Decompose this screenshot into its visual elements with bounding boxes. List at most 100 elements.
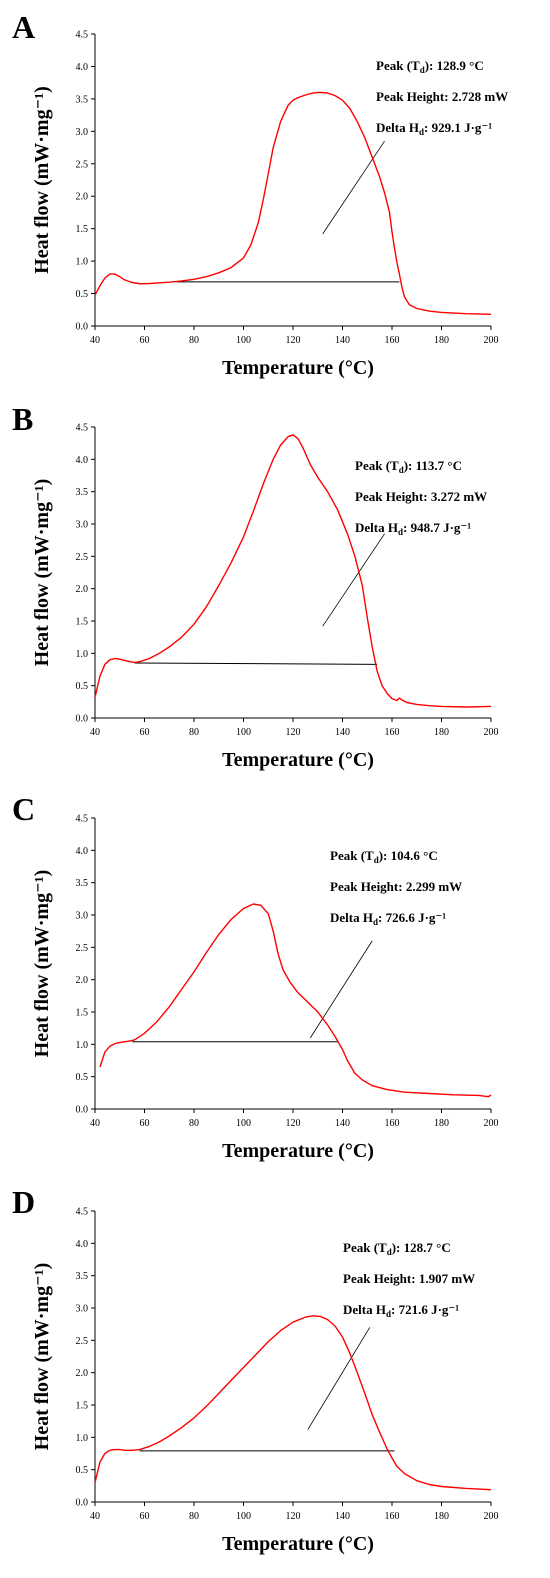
x-tick-label: 140 bbox=[335, 1118, 350, 1129]
heat-flow-curve bbox=[94, 434, 492, 708]
y-tick-label: 1.0 bbox=[76, 1433, 89, 1444]
annotation-leader-line bbox=[322, 533, 385, 627]
annotation-peak-height: Peak Height: 1.907 mW bbox=[343, 1271, 475, 1286]
y-tick-label: 3.5 bbox=[76, 487, 89, 498]
y-tick-label: 0.5 bbox=[76, 681, 89, 692]
peak-subscript: d bbox=[374, 855, 379, 865]
peak-value: ): 128.9 °C bbox=[425, 58, 484, 73]
y-axis-label: Heat flow (mW·mg⁻¹) bbox=[31, 479, 53, 667]
peak-value: ): 113.7 °C bbox=[404, 458, 462, 473]
heat-flow-curve bbox=[94, 1315, 492, 1491]
y-tick-label: 1.5 bbox=[76, 617, 89, 628]
x-tick-label: 100 bbox=[236, 1511, 251, 1522]
y-tick-label: 1.0 bbox=[76, 257, 89, 268]
y-tick-label: 3.5 bbox=[76, 878, 89, 889]
y-tick-label: 2.5 bbox=[76, 1336, 89, 1347]
x-tick-label: 140 bbox=[335, 727, 350, 738]
x-tick-label: 160 bbox=[385, 1511, 400, 1522]
y-tick-label: 4.5 bbox=[76, 423, 89, 434]
peak-label: Peak (T bbox=[376, 58, 420, 73]
y-tick-label: 3.5 bbox=[76, 1271, 89, 1282]
y-axis-label: Heat flow (mW·mg⁻¹) bbox=[31, 870, 53, 1058]
y-tick-label: 2.5 bbox=[76, 552, 89, 563]
x-tick-label: 180 bbox=[434, 1118, 449, 1129]
heat-flow-curve bbox=[94, 91, 492, 315]
y-tick-label: 4.5 bbox=[76, 1207, 89, 1218]
delta-subscript: d bbox=[373, 917, 378, 927]
y-tick-label: 0.0 bbox=[76, 1498, 89, 1509]
y-tick-label: 0.0 bbox=[76, 1105, 89, 1116]
delta-label: Delta H bbox=[330, 910, 373, 925]
y-tick-label: 0.5 bbox=[76, 1465, 89, 1476]
y-tick-label: 0.0 bbox=[76, 322, 89, 333]
x-tick-label: 100 bbox=[236, 1118, 251, 1129]
x-tick-label: 40 bbox=[90, 1118, 100, 1129]
y-tick-label: 4.5 bbox=[76, 30, 89, 41]
panel-letter: C bbox=[12, 791, 35, 827]
y-tick-label: 3.0 bbox=[76, 911, 89, 922]
annotation-delta-h: Delta Hd: 726.6 J·g⁻¹ bbox=[330, 910, 446, 927]
x-tick-label: 160 bbox=[385, 335, 400, 346]
x-axis-label: Temperature (°C) bbox=[222, 357, 374, 379]
y-tick-label: 4.0 bbox=[76, 455, 89, 466]
peak-label: Peak (T bbox=[355, 458, 399, 473]
y-tick-label: 1.5 bbox=[76, 1401, 89, 1412]
peak-subscript: d bbox=[399, 465, 404, 475]
peak-value: ): 104.6 °C bbox=[379, 848, 438, 863]
delta-label: Delta H bbox=[355, 520, 398, 535]
x-tick-label: 180 bbox=[434, 1511, 449, 1522]
x-tick-label: 180 bbox=[434, 727, 449, 738]
y-tick-label: 2.5 bbox=[76, 943, 89, 954]
y-axis-label: Heat flow (mW·mg⁻¹) bbox=[31, 1263, 53, 1451]
x-axis-label: Temperature (°C) bbox=[222, 1140, 374, 1162]
x-tick-label: 180 bbox=[434, 335, 449, 346]
x-tick-label: 60 bbox=[140, 335, 150, 346]
y-tick-label: 1.5 bbox=[76, 224, 89, 235]
x-tick-label: 80 bbox=[189, 1118, 199, 1129]
y-tick-label: 3.5 bbox=[76, 94, 89, 105]
delta-label: Delta H bbox=[343, 1302, 386, 1317]
y-tick-label: 2.0 bbox=[76, 584, 89, 595]
delta-label: Delta H bbox=[376, 120, 419, 135]
y-tick-label: 1.0 bbox=[76, 1040, 89, 1051]
annotation-peak-height: Peak Height: 3.272 mW bbox=[355, 489, 487, 504]
panel-letter: A bbox=[12, 9, 35, 45]
x-tick-label: 160 bbox=[385, 1118, 400, 1129]
y-tick-label: 4.5 bbox=[76, 814, 89, 825]
peak-label: Peak (T bbox=[343, 1240, 387, 1255]
annotation-peak-temperature: Peak (Td): 128.9 °C bbox=[376, 58, 484, 75]
peak-subscript: d bbox=[387, 1247, 392, 1257]
x-tick-label: 100 bbox=[236, 727, 251, 738]
y-tick-label: 1.0 bbox=[76, 649, 89, 660]
x-tick-label: 140 bbox=[335, 1511, 350, 1522]
y-tick-label: 3.0 bbox=[76, 1304, 89, 1315]
y-tick-label: 3.0 bbox=[76, 127, 89, 138]
annotation-delta-h: Delta Hd: 948.7 J·g⁻¹ bbox=[355, 520, 471, 537]
y-tick-label: 2.0 bbox=[76, 192, 89, 203]
x-tick-label: 120 bbox=[286, 1118, 301, 1129]
panel-letter: D bbox=[12, 1184, 35, 1220]
x-axis-label: Temperature (°C) bbox=[222, 1533, 374, 1555]
x-tick-label: 140 bbox=[335, 335, 350, 346]
chart-panel-b: B 0.0 0.5 1.0 1.5 2.0 2.5 3.0 3.5 4.0 4.5 40 60 80 100… bbox=[12, 401, 499, 771]
heat-flow-curve bbox=[99, 903, 492, 1098]
x-tick-label: 100 bbox=[236, 335, 251, 346]
x-tick-label: 120 bbox=[286, 335, 301, 346]
x-axis-label: Temperature (°C) bbox=[222, 749, 374, 771]
x-tick-label: 120 bbox=[286, 727, 301, 738]
y-tick-label: 3.0 bbox=[76, 520, 89, 531]
delta-value: : 929.1 J·g⁻¹ bbox=[424, 120, 492, 135]
x-tick-label: 200 bbox=[484, 335, 499, 346]
peak-subscript: d bbox=[420, 65, 425, 75]
y-tick-label: 4.0 bbox=[76, 62, 89, 73]
annotation-peak-temperature: Peak (Td): 113.7 °C bbox=[355, 458, 462, 475]
y-tick-label: 0.0 bbox=[76, 714, 89, 725]
annotation-leader-line bbox=[307, 1327, 371, 1430]
peak-value: ): 128.7 °C bbox=[392, 1240, 451, 1255]
delta-subscript: d bbox=[386, 1309, 391, 1319]
annotation-delta-h: Delta Hd: 929.1 J·g⁻¹ bbox=[376, 120, 492, 137]
annotation-leader-line bbox=[309, 940, 373, 1039]
annotation-peak-height: Peak Height: 2.728 mW bbox=[376, 89, 508, 104]
x-tick-label: 200 bbox=[484, 727, 499, 738]
x-tick-label: 80 bbox=[189, 335, 199, 346]
